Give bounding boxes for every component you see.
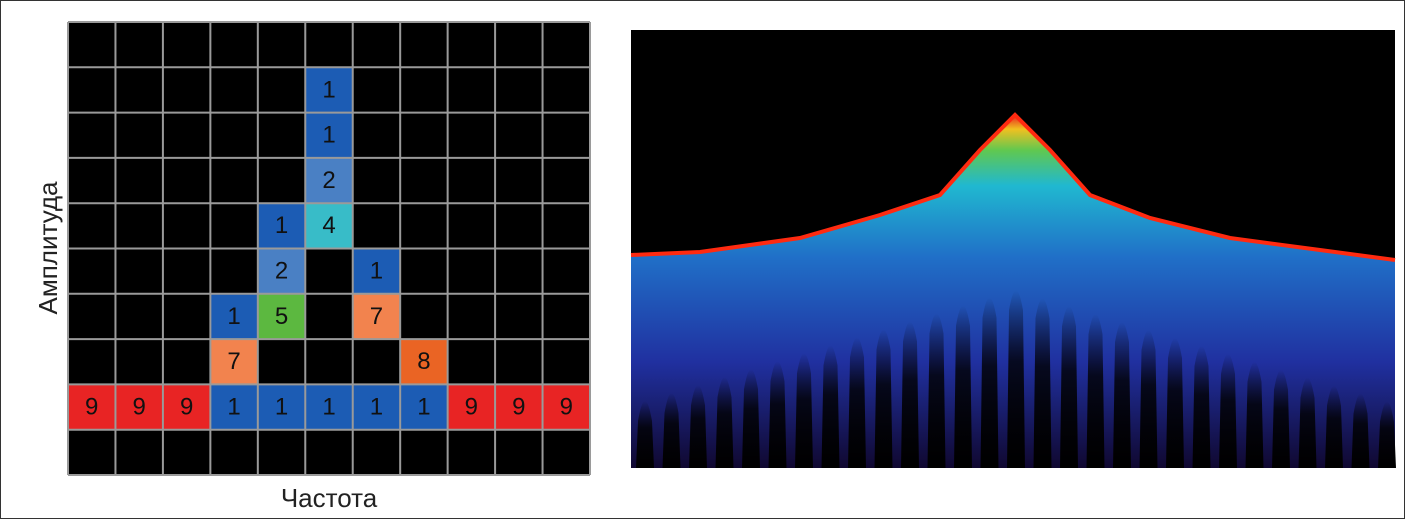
spectrum-lobe <box>1351 393 1370 468</box>
cell <box>115 384 163 430</box>
cell-value: 9 <box>180 393 193 420</box>
spectrum-lobe <box>1272 369 1290 468</box>
cell <box>305 384 353 430</box>
spectrum-lobe <box>954 305 972 468</box>
spectrum-lobe <box>980 297 999 468</box>
cell <box>400 339 448 385</box>
cell <box>447 384 496 430</box>
spectrum-lobe <box>821 345 840 468</box>
spectrum-lobe <box>1245 361 1264 468</box>
spectrum-lobe <box>795 353 813 468</box>
spectrum <box>630 30 1396 468</box>
cell <box>352 293 401 340</box>
cell-value: 9 <box>560 393 573 420</box>
spectrum-lobe <box>1219 353 1237 468</box>
cell <box>352 248 401 294</box>
cell <box>68 384 116 430</box>
cell-value: 1 <box>322 393 335 420</box>
spectrum-lobe <box>662 393 681 468</box>
cell <box>542 384 590 430</box>
cell-value: 1 <box>370 257 383 284</box>
cell-value: 8 <box>417 348 430 375</box>
cell-value: 5 <box>275 303 288 330</box>
cell <box>305 67 353 113</box>
spectrum-lobe <box>1192 345 1211 468</box>
spectrum-lobe <box>742 369 760 468</box>
spectrum-lobe <box>901 321 919 468</box>
spectrum-lobe <box>636 401 654 468</box>
cell-value: 2 <box>322 167 335 194</box>
spectrum-lobe <box>927 313 946 468</box>
cell-value: 1 <box>322 122 335 149</box>
spectrum-lobe <box>874 329 893 468</box>
spectrum-lobe <box>1298 377 1317 468</box>
cell <box>162 384 211 430</box>
spectrum-lobe <box>1113 322 1131 468</box>
cell-value: 1 <box>227 303 240 330</box>
cell-value: 9 <box>512 393 525 420</box>
x-axis-label: Частота <box>281 483 378 513</box>
cell-value: 9 <box>85 393 98 420</box>
cell <box>305 157 353 204</box>
spectrum-lobe <box>848 337 866 468</box>
spectrum-lobe <box>1378 401 1396 468</box>
cell <box>210 293 258 340</box>
cell-value: 1 <box>322 76 335 103</box>
spectrum-lobe <box>1086 314 1105 468</box>
cell-value: 1 <box>275 212 288 239</box>
cell <box>495 384 543 430</box>
cell-value: 7 <box>227 348 240 375</box>
cell-value: 1 <box>417 393 430 420</box>
spectrum-lobe <box>689 385 707 468</box>
spectrum-lobe <box>1060 306 1078 468</box>
cell-value: 1 <box>370 393 383 420</box>
y-axis-label: Амплитуда <box>33 181 63 314</box>
cell <box>257 384 306 430</box>
cell <box>400 384 448 430</box>
spectrum-lobe <box>1139 330 1158 468</box>
spectrum-lobe <box>768 361 787 468</box>
cell-value: 4 <box>322 212 335 239</box>
cell <box>257 248 306 294</box>
cell <box>210 384 258 430</box>
cell <box>305 112 353 158</box>
spectrum-lobe <box>1325 385 1343 468</box>
cell-value: 2 <box>275 257 288 284</box>
cell-value: 1 <box>275 393 288 420</box>
cell-value: 1 <box>227 393 240 420</box>
spectrum-lobe <box>1166 338 1184 468</box>
cell <box>257 293 306 340</box>
cell-value: 9 <box>133 393 146 420</box>
cell <box>210 339 258 385</box>
spectrum-lobe <box>715 377 734 468</box>
cell <box>352 384 401 430</box>
cell-value: 9 <box>465 393 478 420</box>
spectrum-edge <box>630 112 1396 262</box>
spectrum-lobe <box>1007 290 1025 468</box>
spectrum-lobe <box>1033 298 1052 468</box>
cell <box>305 203 353 249</box>
cell-value: 7 <box>370 303 383 330</box>
cell <box>257 203 306 249</box>
